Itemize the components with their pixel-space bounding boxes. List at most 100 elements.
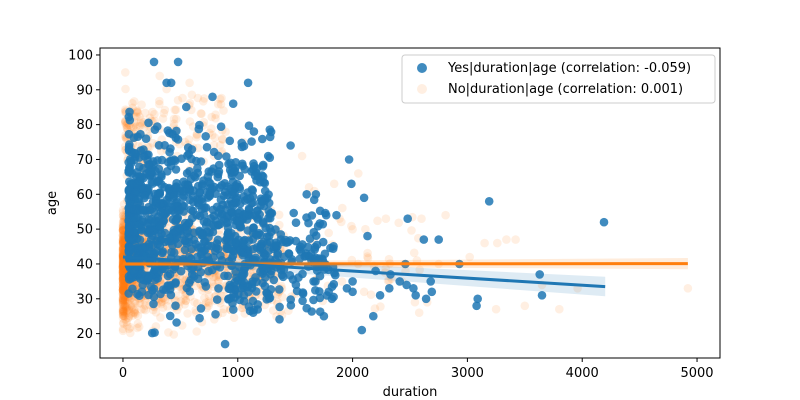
data-point <box>264 198 274 208</box>
y-tick-label: 30 <box>76 292 93 307</box>
data-point <box>417 214 426 223</box>
data-point <box>172 318 181 327</box>
data-point <box>128 284 137 294</box>
data-point <box>118 267 128 276</box>
data-point <box>119 311 128 321</box>
data-point <box>158 114 168 123</box>
data-point <box>147 328 157 338</box>
data-point <box>286 295 296 304</box>
data-point <box>118 266 128 276</box>
data-point <box>311 253 321 263</box>
plot-area <box>118 57 693 349</box>
data-point <box>151 166 160 176</box>
data-point <box>240 165 250 174</box>
data-point <box>210 133 220 142</box>
data-point <box>123 302 132 311</box>
data-point <box>120 281 129 290</box>
data-point <box>305 234 315 243</box>
data-point <box>231 238 240 248</box>
data-point <box>128 99 137 108</box>
data-point <box>186 205 196 214</box>
data-point <box>140 191 150 200</box>
data-point <box>309 227 319 237</box>
data-point <box>130 155 139 165</box>
data-point <box>426 277 436 286</box>
data-point <box>192 327 201 336</box>
data-point <box>124 305 133 315</box>
data-point <box>214 160 224 170</box>
data-point <box>137 305 146 314</box>
data-point <box>135 298 144 308</box>
data-point <box>141 297 150 307</box>
data-point <box>118 319 128 328</box>
y-tick-label: 50 <box>76 223 93 238</box>
data-point <box>363 252 372 261</box>
data-point <box>344 155 354 164</box>
data-point <box>127 300 136 310</box>
data-point <box>118 283 128 293</box>
data-point <box>347 221 356 231</box>
data-point <box>257 171 267 180</box>
data-point <box>184 218 194 227</box>
data-point <box>170 105 180 115</box>
data-point <box>238 250 248 260</box>
data-point <box>126 323 135 332</box>
data-point <box>139 304 149 314</box>
data-point <box>683 284 693 293</box>
data-point <box>211 246 220 256</box>
data-point <box>121 315 130 324</box>
data-point <box>151 308 161 317</box>
data-point <box>119 318 128 328</box>
data-point <box>120 301 130 311</box>
data-point <box>263 151 273 161</box>
data-point <box>148 240 158 250</box>
data-point <box>118 279 128 288</box>
data-point <box>118 296 128 305</box>
data-point <box>121 302 131 311</box>
data-point <box>145 170 154 180</box>
data-point <box>118 310 128 319</box>
data-point <box>441 210 450 220</box>
data-point <box>269 275 279 285</box>
data-point <box>201 132 210 141</box>
data-point <box>180 245 190 255</box>
data-point <box>193 164 202 173</box>
data-point <box>465 252 475 262</box>
data-point <box>118 297 128 307</box>
data-point <box>239 141 249 151</box>
data-point <box>265 209 275 219</box>
data-point <box>152 246 162 256</box>
data-point <box>373 216 382 226</box>
data-point <box>119 281 128 291</box>
data-point <box>120 302 129 312</box>
data-point <box>164 281 173 291</box>
legend-marker-no <box>417 84 427 94</box>
data-point <box>124 304 134 313</box>
data-point <box>219 304 229 314</box>
data-point <box>171 279 180 288</box>
data-point <box>131 122 141 131</box>
data-point <box>120 311 129 321</box>
data-point <box>347 255 357 265</box>
data-point <box>201 221 211 230</box>
data-point <box>220 187 230 197</box>
data-point <box>118 300 128 309</box>
data-point <box>185 117 195 126</box>
data-point <box>271 238 281 248</box>
data-point <box>135 112 144 121</box>
data-point <box>130 307 139 317</box>
data-point <box>196 109 206 118</box>
data-point <box>118 298 128 307</box>
data-point <box>271 255 280 264</box>
data-point <box>414 308 424 318</box>
legend-label-yes: Yes|duration|age (correlation: -0.059) <box>447 61 691 76</box>
data-point <box>201 282 211 291</box>
data-point <box>183 226 192 236</box>
data-point <box>318 237 328 247</box>
data-point <box>209 141 219 150</box>
data-point <box>165 311 175 321</box>
data-point <box>129 133 139 142</box>
data-point <box>337 217 346 227</box>
data-point <box>118 294 128 304</box>
data-point <box>229 313 239 323</box>
